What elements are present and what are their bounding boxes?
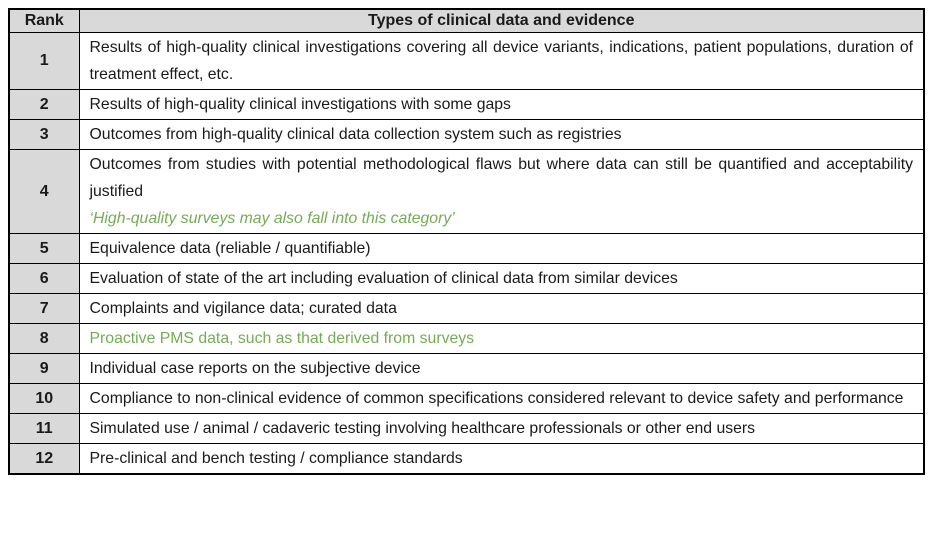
row-text: Outcomes from studies with potential met… xyxy=(89,156,914,200)
description-cell: Outcomes from studies with potential met… xyxy=(78,149,925,234)
row-text: Simulated use / animal / cadaveric testi… xyxy=(89,420,756,437)
table-row: 4 Outcomes from studies with potential m… xyxy=(8,149,925,234)
table-row: 7 Complaints and vigilance data; curated… xyxy=(8,293,925,324)
row-text: Pre-clinical and bench testing / complia… xyxy=(89,450,463,467)
rank-cell: 2 xyxy=(8,89,80,120)
row-text: Outcomes from high-quality clinical data… xyxy=(89,126,622,143)
table-row: 5 Equivalence data (reliable / quantifia… xyxy=(8,233,925,264)
types-column-header: Types of clinical data and evidence xyxy=(78,8,925,33)
table-row: 1 Results of high-quality clinical inves… xyxy=(8,32,925,90)
rank-cell: 3 xyxy=(8,119,80,150)
description-cell: Compliance to non-clinical evidence of c… xyxy=(78,383,925,414)
description-cell: Pre-clinical and bench testing / complia… xyxy=(78,443,925,475)
row-text: Equivalence data (reliable / quantifiabl… xyxy=(89,240,371,257)
row-text: Evaluation of state of the art including… xyxy=(89,270,678,287)
row-text: Complaints and vigilance data; curated d… xyxy=(89,300,397,317)
rank-cell: 10 xyxy=(8,383,80,414)
row-text: Compliance to non-clinical evidence of c… xyxy=(89,390,904,407)
table-row: 9 Individual case reports on the subject… xyxy=(8,353,925,384)
rank-cell: 4 xyxy=(8,149,80,234)
rank-cell: 6 xyxy=(8,263,80,294)
row-text: Proactive PMS data, such as that derived… xyxy=(89,330,475,347)
description-cell: Proactive PMS data, such as that derived… xyxy=(78,323,925,354)
description-cell: Individual case reports on the subjectiv… xyxy=(78,353,925,384)
table-row: 10 Compliance to non-clinical evidence o… xyxy=(8,383,925,414)
description-cell: Outcomes from high-quality clinical data… xyxy=(78,119,925,150)
description-cell: Equivalence data (reliable / quantifiabl… xyxy=(78,233,925,264)
rank-cell: 12 xyxy=(8,443,80,475)
rank-cell: 5 xyxy=(8,233,80,264)
rank-column-header: Rank xyxy=(8,8,80,33)
table-row: 6 Evaluation of state of the art includi… xyxy=(8,263,925,294)
header-row: Rank Types of clinical data and evidence xyxy=(8,8,925,33)
rank-cell: 11 xyxy=(8,413,80,444)
table-row: 11 Simulated use / animal / cadaveric te… xyxy=(8,413,925,444)
table-row: 2 Results of high-quality clinical inves… xyxy=(8,89,925,120)
table-body: 1 Results of high-quality clinical inves… xyxy=(8,32,925,475)
description-cell: Evaluation of state of the art including… xyxy=(78,263,925,294)
description-cell: Simulated use / animal / cadaveric testi… xyxy=(78,413,925,444)
row-text: Results of high-quality clinical investi… xyxy=(89,39,914,83)
row-note: ‘High-quality surveys may also fall into… xyxy=(89,210,455,227)
description-cell: Results of high-quality clinical investi… xyxy=(78,32,925,90)
description-cell: Complaints and vigilance data; curated d… xyxy=(78,293,925,324)
table-header: Rank Types of clinical data and evidence xyxy=(8,8,925,33)
rank-cell: 9 xyxy=(8,353,80,384)
table-row: 8 Proactive PMS data, such as that deriv… xyxy=(8,323,925,354)
rank-cell: 8 xyxy=(8,323,80,354)
table-row: 3 Outcomes from high-quality clinical da… xyxy=(8,119,925,150)
clinical-evidence-table: Rank Types of clinical data and evidence… xyxy=(8,8,925,475)
description-cell: Results of high-quality clinical investi… xyxy=(78,89,925,120)
rank-cell: 1 xyxy=(8,32,80,90)
table-row: 12 Pre-clinical and bench testing / comp… xyxy=(8,443,925,475)
row-text: Individual case reports on the subjectiv… xyxy=(89,360,421,377)
row-text: Results of high-quality clinical investi… xyxy=(89,96,511,113)
rank-cell: 7 xyxy=(8,293,80,324)
